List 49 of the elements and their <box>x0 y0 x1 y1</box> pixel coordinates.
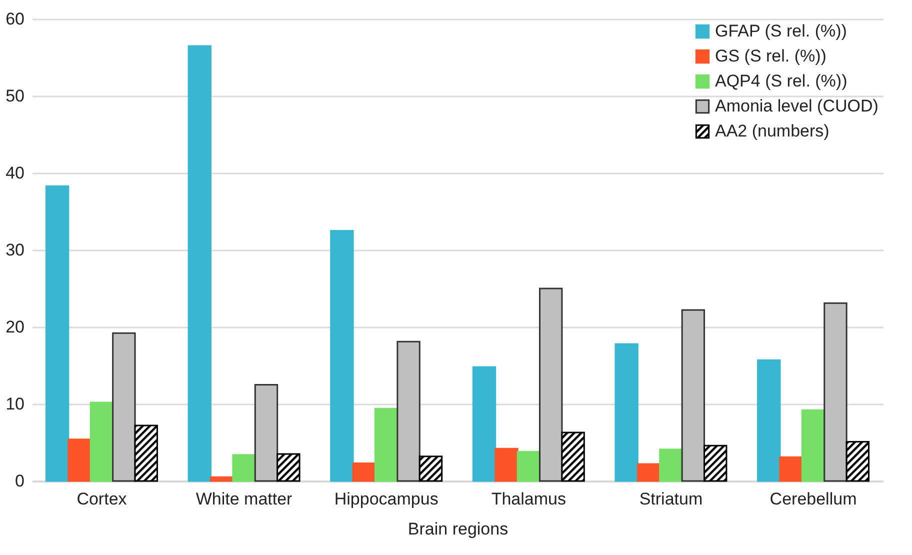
bar <box>396 340 420 482</box>
x-tick-label: Cortex <box>76 490 128 508</box>
bar <box>681 309 706 482</box>
bar <box>704 444 728 482</box>
bar <box>232 454 256 482</box>
bar <box>276 453 300 482</box>
bar <box>210 476 234 482</box>
legend-label: AA2 (numbers) <box>715 122 830 140</box>
bar <box>614 343 638 482</box>
legend-label: GS (S rel. (%)) <box>715 46 826 66</box>
bar <box>188 45 212 482</box>
y-tick-label: 30 <box>6 240 24 260</box>
x-tick-label: Striatum <box>639 490 703 508</box>
bar <box>352 462 376 482</box>
bar <box>539 288 563 482</box>
bar <box>45 185 70 482</box>
bar <box>757 359 781 482</box>
x-tick-label: White matter <box>196 490 293 508</box>
bar <box>494 448 518 482</box>
legend-label: GFAP (S rel. (%)) <box>715 22 847 40</box>
x-tick-label: Cerebellum <box>770 490 857 508</box>
bar <box>68 438 92 482</box>
y-tick-label: 0 <box>15 472 24 490</box>
legend-label: Amonia level (CUOD) <box>715 96 878 116</box>
bar <box>254 384 278 482</box>
bar <box>801 409 826 482</box>
bar <box>374 408 398 482</box>
legend-label: AQP4 (S rel. (%)) <box>715 72 848 90</box>
bar <box>561 432 585 482</box>
y-tick-label: 50 <box>6 86 24 106</box>
y-tick-label: 10 <box>6 394 24 414</box>
bar <box>824 302 848 482</box>
bar <box>418 456 443 482</box>
y-tick-label: 60 <box>6 10 24 28</box>
y-tick-label: 40 <box>6 164 24 182</box>
bar <box>659 448 683 482</box>
bar <box>636 463 661 482</box>
bar <box>846 440 870 482</box>
bar <box>516 450 541 482</box>
bar <box>472 366 496 482</box>
x-axis-title: Brain regions <box>408 520 508 538</box>
x-tick-label: Hippocampus <box>334 490 438 508</box>
bar <box>112 332 136 482</box>
bar <box>779 456 803 482</box>
y-tick-label: 20 <box>6 318 24 336</box>
bar <box>90 402 114 482</box>
x-tick-label: Thalamus <box>491 490 566 508</box>
bar <box>134 424 158 482</box>
bar <box>330 230 354 482</box>
